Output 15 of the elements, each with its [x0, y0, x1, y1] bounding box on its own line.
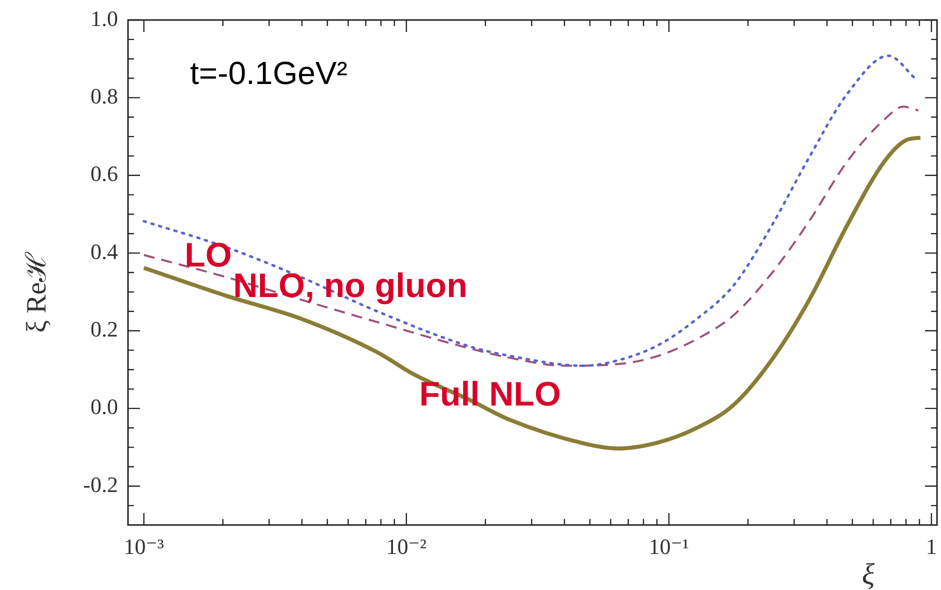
x-tick-label: 1 — [926, 534, 937, 559]
y-tick-label: 0.2 — [90, 316, 118, 342]
annotation: t=-0.1GeV² — [190, 54, 348, 91]
y-axis-title: ξ Reℋ — [21, 251, 52, 333]
y-tick-label: 0.6 — [90, 161, 118, 186]
x-tick-label: 10⁻³ — [124, 534, 164, 559]
x-tick-label: 10⁻¹ — [648, 534, 690, 559]
series-label: LO — [184, 236, 232, 275]
y-tick-label: 0.0 — [90, 394, 118, 420]
y-tick-label: -0.2 — [83, 472, 118, 497]
y-tick-label: 0.8 — [90, 83, 118, 108]
x-tick-label: 10⁻² — [386, 534, 427, 559]
x-axis-title: ξ — [862, 558, 875, 590]
y-tick-label: 1.0 — [90, 6, 118, 31]
y-tick-label: 0.4 — [90, 238, 118, 264]
